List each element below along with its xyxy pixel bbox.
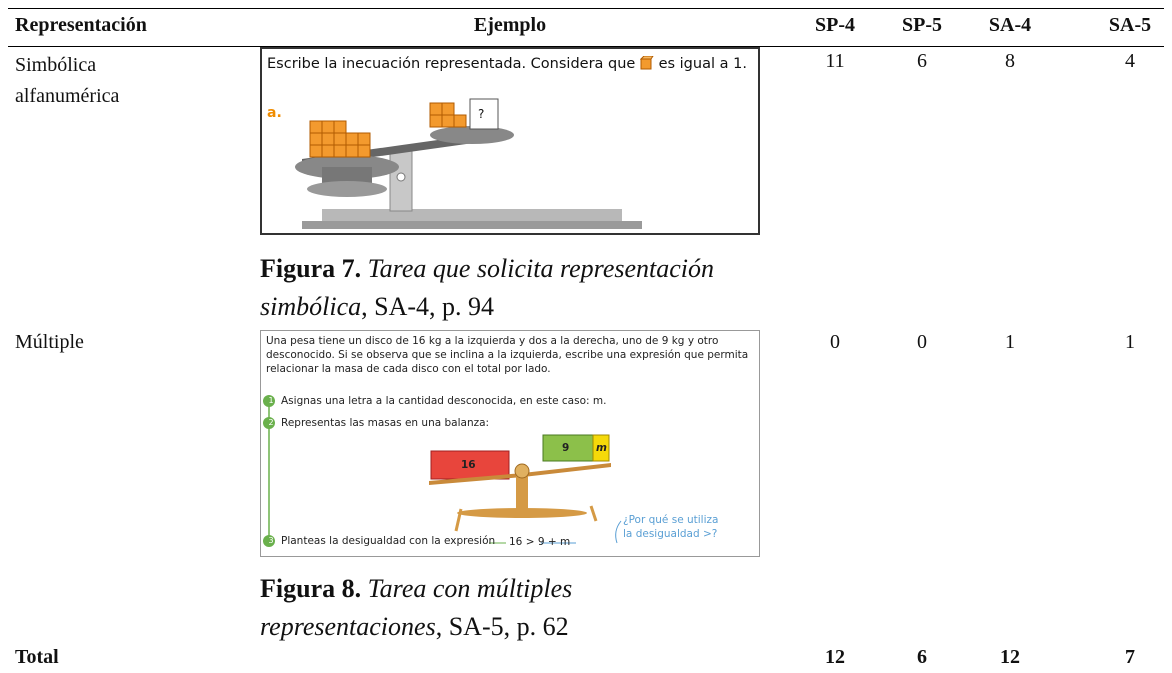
caption: Figura 7. Tarea que solicita representac… xyxy=(260,250,740,326)
figure-image: Una pesa tiene un disco de 16 kg a la iz… xyxy=(260,330,760,557)
header-cell: Ejemplo xyxy=(473,14,547,36)
mass-label: 16 xyxy=(461,459,476,471)
representation: Simbólica alfanumérica xyxy=(15,54,120,107)
prompt-text: Escribe la inecuación representada. Cons… xyxy=(267,56,636,72)
step-number: 1 xyxy=(268,396,274,405)
header-cell: SA-4 xyxy=(988,14,1032,36)
header-cell: SP-4 xyxy=(815,14,855,36)
step-text: Representas las masas en una balanza: xyxy=(281,417,490,429)
count: 1 xyxy=(1005,331,1015,353)
step-number: 3 xyxy=(268,536,274,545)
header-cell: SA-5 xyxy=(1108,14,1152,36)
header-cell: SP-5 xyxy=(902,14,942,36)
cube-icon xyxy=(639,55,654,70)
count: 6 xyxy=(917,50,927,72)
header-rule xyxy=(8,46,1164,47)
count: 8 xyxy=(1005,50,1015,72)
step-number: 2 xyxy=(268,418,274,427)
caption: Figura 8. Tarea con múltiples representa… xyxy=(260,570,740,646)
caption-title: Tarea que solicita representación simból… xyxy=(260,254,715,321)
note: ¿Por qué se utiliza la desigualdad >? xyxy=(623,514,719,540)
prompt: Escribe la inecuación representada. Cons… xyxy=(267,54,747,72)
total-count: 12 xyxy=(1000,646,1020,668)
count: 4 xyxy=(1125,50,1135,72)
caption-source: , SA-4, p. 94 xyxy=(361,292,495,321)
caption-source: , SA-5, p. 62 xyxy=(435,612,569,641)
mass-label: 9 xyxy=(562,442,570,454)
item-label: a. xyxy=(267,105,282,121)
statement: Una pesa tiene un disco de 16 kg a la iz… xyxy=(266,335,749,375)
representation: Múltiple xyxy=(15,331,84,353)
count: 0 xyxy=(917,331,927,353)
total-count: 6 xyxy=(917,646,927,668)
prompt-text: es igual a 1. xyxy=(658,56,747,72)
total-count: 12 xyxy=(825,646,845,668)
mass-label: m xyxy=(596,442,607,454)
unknown-label: ? xyxy=(478,107,485,121)
figure-image: Escribe la inecuación representada. Cons… xyxy=(260,47,760,235)
total-count: 7 xyxy=(1125,646,1135,668)
header-cell: Representación xyxy=(15,14,147,36)
count: 1 xyxy=(1125,331,1135,353)
caption-label: Figura 7. xyxy=(260,254,362,283)
count: 0 xyxy=(830,331,840,353)
balance-illustration xyxy=(263,395,622,547)
caption-label: Figura 8. xyxy=(260,574,362,603)
step-text: Planteas la desigualdad con la expresión xyxy=(281,535,496,547)
caption-title: Tarea con múltiples representaciones xyxy=(260,574,573,641)
total-label: Total xyxy=(15,646,59,668)
count: 11 xyxy=(825,50,845,72)
top-rule xyxy=(8,8,1164,9)
balance-illustration xyxy=(295,98,642,229)
expression: 16 > 9 + m xyxy=(509,536,571,548)
step-text: Asignas una letra a la cantidad desconoc… xyxy=(281,395,607,407)
